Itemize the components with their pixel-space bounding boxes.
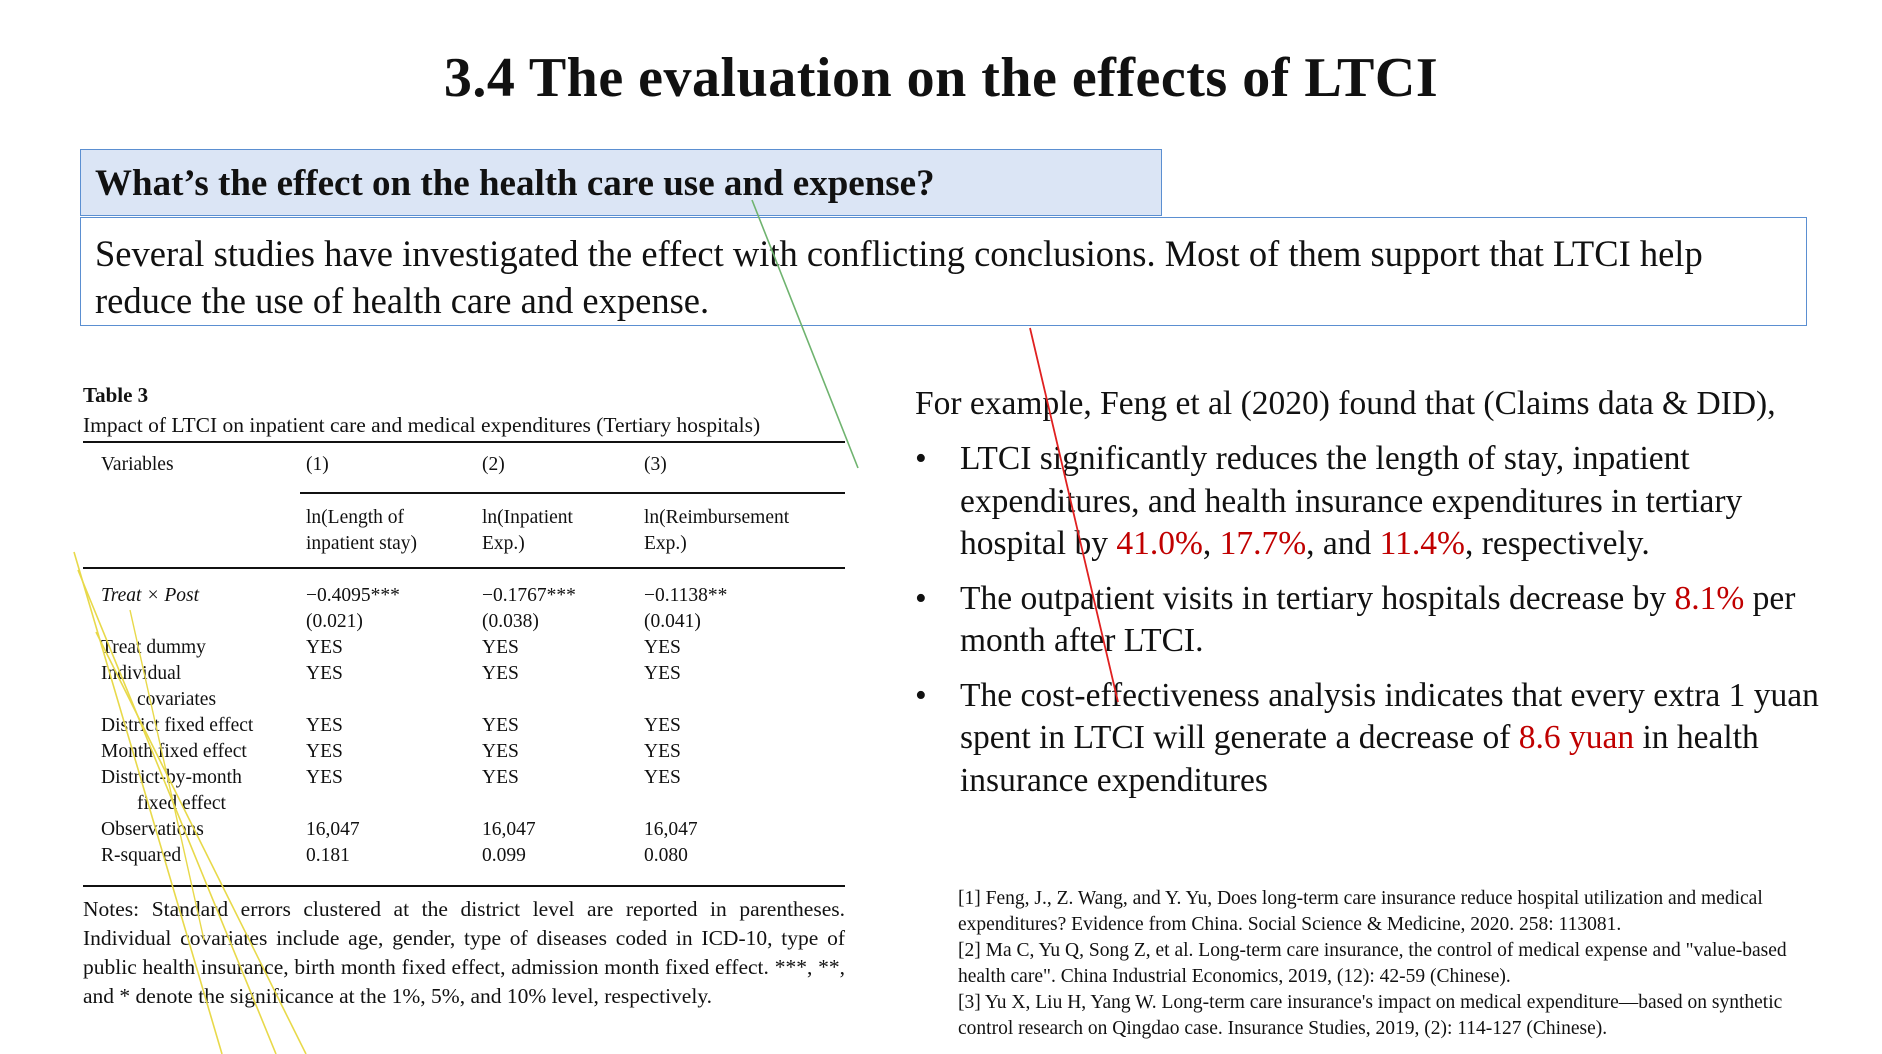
table-bottom-rule: [83, 885, 845, 887]
bullet-marker: •: [915, 440, 927, 477]
subheader-3-line1: ln(Reimbursement: [644, 507, 790, 528]
table-title: Impact of LTCI on inpatient care and med…: [83, 413, 761, 437]
cell-r3-c1: YES: [306, 663, 343, 684]
cell-r0-c2: −0.1767***: [482, 585, 576, 606]
cell-r5-c1: YES: [306, 741, 343, 762]
finding-item: • The cost-effectiveness analysis indicat…: [915, 675, 1855, 803]
table-caption: Table 3 Impact of LTCI on inpatient care…: [83, 380, 760, 440]
cell-r2-c2: YES: [482, 637, 519, 658]
cell-r5-c3: YES: [644, 741, 681, 762]
table-top-rule: [83, 441, 845, 443]
finding-item: • LTCI significantly reduces the length o…: [915, 438, 1855, 566]
row-label-district-month: District-by-month: [101, 767, 242, 788]
col-header-variables: Variables: [101, 454, 174, 475]
finding-text: ,: [1202, 525, 1220, 562]
table-body-rule: [83, 567, 845, 569]
subheader-1-line1: ln(Length of: [306, 507, 405, 528]
cell-r7-c3: 16,047: [644, 819, 698, 840]
findings-list: • LTCI significantly reduces the length o…: [915, 438, 1855, 814]
bullet-marker: •: [915, 579, 927, 617]
row-label-covariates: covariates: [137, 689, 217, 710]
cell-r3-c2: YES: [482, 663, 519, 684]
subheader-2-line2: Exp.): [482, 533, 525, 554]
cell-r2-c1: YES: [306, 637, 343, 658]
table-label: Table 3: [83, 383, 149, 407]
row-label-treat-dummy: Treat dummy: [101, 637, 206, 658]
highlight-value: 41.0%: [1116, 525, 1203, 562]
subheader-1-line2: inpatient stay): [306, 533, 418, 554]
finding-item: • The outpatient visits in tertiary hospi…: [915, 578, 1855, 663]
cell-r6-c1: YES: [306, 767, 343, 788]
reference-item: [2] Ma C, Yu Q, Song Z, et al. Long-term…: [958, 940, 1787, 987]
cell-r1-c1: (0.021): [306, 611, 363, 632]
table-notes: Notes: Standard errors clustered at the …: [83, 897, 845, 1008]
cell-r0-c3: −0.1138**: [644, 585, 728, 606]
bullet-marker: •: [915, 676, 927, 714]
cell-r8-c3: 0.080: [644, 845, 688, 866]
question-box: What’s the effect on the health care use…: [80, 149, 1162, 216]
cell-r6-c2: YES: [482, 767, 519, 788]
cell-r4-c3: YES: [644, 715, 681, 736]
subheader-2-line1: ln(Inpatient: [482, 507, 573, 528]
row-label-individual: Individual: [101, 663, 182, 684]
subheader-3-line2: Exp.): [644, 533, 687, 554]
reference-item: [3] Yu X, Liu H, Yang W. Long-term care …: [958, 992, 1783, 1039]
row-label-fixed-effect: fixed effect: [137, 793, 226, 814]
cell-r2-c3: YES: [644, 637, 681, 658]
table-header-rule: [300, 492, 845, 494]
row-label-r-squared: R-squared: [101, 845, 182, 866]
highlight-value: 17.7%: [1219, 525, 1307, 562]
answer-box: Several studies have investigated the ef…: [80, 217, 1807, 326]
slide-title: 3.4 The evaluation on the effects of LTC…: [443, 47, 1439, 109]
finding-text: , respectively.: [1464, 525, 1650, 562]
highlight-value: 8.1%: [1674, 579, 1745, 617]
cell-r7-c2: 16,047: [482, 819, 536, 840]
cell-r3-c3: YES: [644, 663, 681, 684]
example-intro: For example, Feng et al (2020) found tha…: [915, 385, 1776, 422]
highlight-value: 11.4%: [1379, 525, 1465, 562]
cell-r7-c1: 16,047: [306, 819, 360, 840]
col-header-1: (1): [306, 454, 329, 475]
cell-r1-c3: (0.041): [644, 611, 701, 632]
reference-item: [1] Feng, J., Z. Wang, and Y. Yu, Does l…: [958, 888, 1763, 935]
row-label-observations: Observations: [101, 819, 204, 840]
cell-r5-c2: YES: [482, 741, 519, 762]
col-header-2: (2): [482, 454, 505, 475]
col-header-3: (3): [644, 454, 667, 475]
row-label-month-fe: Month fixed effect: [101, 741, 247, 762]
row-label-district-fe: District fixed effect: [101, 715, 254, 736]
finding-text: , and: [1306, 525, 1380, 562]
cell-r0-c1: −0.4095***: [306, 585, 400, 606]
references: [1] Feng, J., Z. Wang, and Y. Yu, Does l…: [958, 886, 1838, 1042]
cell-r1-c2: (0.038): [482, 611, 539, 632]
finding-text: The outpatient visits in tertiary hospit…: [960, 579, 1675, 617]
cell-r8-c1: 0.181: [306, 845, 350, 866]
cell-r4-c1: YES: [306, 715, 343, 736]
cell-r6-c3: YES: [644, 767, 681, 788]
cell-r8-c2: 0.099: [482, 845, 526, 866]
row-label-treat-post: Treat × Post: [101, 585, 200, 606]
highlight-value: 8.6 yuan: [1518, 719, 1635, 756]
cell-r4-c2: YES: [482, 715, 519, 736]
finding-text: in health insurance expenditures: [960, 719, 1759, 799]
